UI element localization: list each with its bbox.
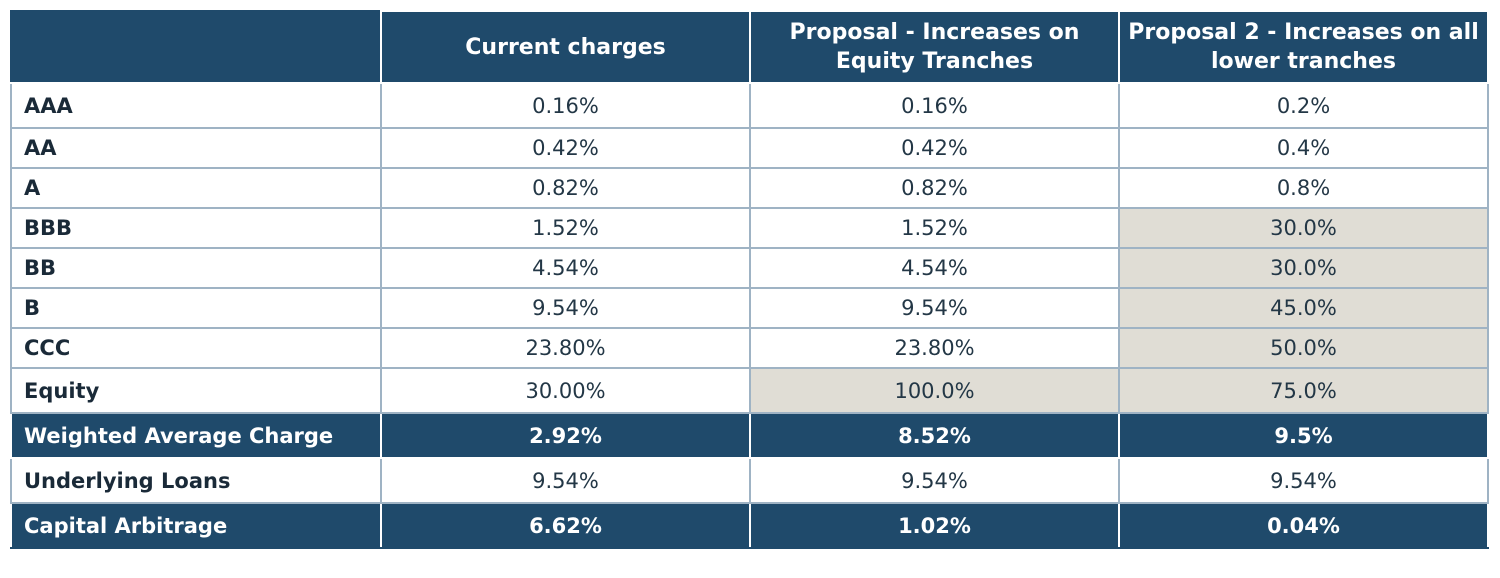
row-label: BBB <box>10 207 382 249</box>
weighted-average-current: 2.92% <box>380 412 751 459</box>
proposal1-cell: 0.82% <box>749 167 1120 209</box>
table-row: AAA 0.16% 0.16% 0.2% <box>10 82 1489 129</box>
row-label: AAA <box>10 82 382 129</box>
capital-arbitrage-label: Capital Arbitrage <box>10 502 382 549</box>
underlying-loans-label: Underlying Loans <box>10 457 382 504</box>
current-cell: 23.80% <box>380 327 751 369</box>
current-cell: 30.00% <box>380 367 751 414</box>
row-label: Equity <box>10 367 382 414</box>
underlying-loans-current: 9.54% <box>380 457 751 504</box>
current-cell: 0.16% <box>380 82 751 129</box>
row-label: BB <box>10 247 382 289</box>
underlying-loans-row: Underlying Loans 9.54% 9.54% 9.54% <box>10 457 1489 504</box>
proposal2-cell: 0.2% <box>1118 82 1489 129</box>
row-label: CCC <box>10 327 382 369</box>
header-row: Current charges Proposal - Increases on … <box>10 10 1489 84</box>
table-row: B 9.54% 9.54% 45.0% <box>10 287 1489 329</box>
capital-arbitrage-row: Capital Arbitrage 6.62% 1.02% 0.04% <box>10 502 1489 549</box>
proposal1-cell: 9.54% <box>749 287 1120 329</box>
table-row: AA 0.42% 0.42% 0.4% <box>10 127 1489 169</box>
table-row: BB 4.54% 4.54% 30.0% <box>10 247 1489 289</box>
row-label: B <box>10 287 382 329</box>
weighted-average-row: Weighted Average Charge 2.92% 8.52% 9.5% <box>10 412 1489 459</box>
proposal1-cell: 1.52% <box>749 207 1120 249</box>
capital-arbitrage-proposal2: 0.04% <box>1118 502 1489 549</box>
capital-arbitrage-current: 6.62% <box>380 502 751 549</box>
current-cell: 4.54% <box>380 247 751 289</box>
table-row: Equity 30.00% 100.0% 75.0% <box>10 367 1489 414</box>
header-blank-cell <box>10 10 382 84</box>
charges-table-container: Current charges Proposal - Increases on … <box>10 10 1489 549</box>
proposal2-cell-highlighted: 30.0% <box>1118 247 1489 289</box>
proposal1-cell: 0.42% <box>749 127 1120 169</box>
tranche-charges-table: Current charges Proposal - Increases on … <box>10 10 1489 549</box>
weighted-average-proposal2: 9.5% <box>1118 412 1489 459</box>
table-row: BBB 1.52% 1.52% 30.0% <box>10 207 1489 249</box>
proposal2-cell: 0.4% <box>1118 127 1489 169</box>
proposal2-cell: 0.8% <box>1118 167 1489 209</box>
underlying-loans-proposal1: 9.54% <box>749 457 1120 504</box>
header-proposal-2: Proposal 2 - Increases on all lower tran… <box>1118 10 1489 84</box>
proposal1-cell: 23.80% <box>749 327 1120 369</box>
row-label: A <box>10 167 382 209</box>
current-cell: 0.82% <box>380 167 751 209</box>
weighted-average-proposal1: 8.52% <box>749 412 1120 459</box>
header-proposal-1: Proposal - Increases on Equity Tranches <box>749 10 1120 84</box>
current-cell: 9.54% <box>380 287 751 329</box>
proposal1-cell: 0.16% <box>749 82 1120 129</box>
proposal2-cell-highlighted: 45.0% <box>1118 287 1489 329</box>
row-label: AA <box>10 127 382 169</box>
current-cell: 1.52% <box>380 207 751 249</box>
table-row: CCC 23.80% 23.80% 50.0% <box>10 327 1489 369</box>
proposal2-cell-highlighted: 75.0% <box>1118 367 1489 414</box>
weighted-average-label: Weighted Average Charge <box>10 412 382 459</box>
table-row: A 0.82% 0.82% 0.8% <box>10 167 1489 209</box>
proposal1-cell-highlighted: 100.0% <box>749 367 1120 414</box>
current-cell: 0.42% <box>380 127 751 169</box>
proposal1-cell: 4.54% <box>749 247 1120 289</box>
proposal2-cell-highlighted: 30.0% <box>1118 207 1489 249</box>
underlying-loans-proposal2: 9.54% <box>1118 457 1489 504</box>
header-current-charges: Current charges <box>380 10 751 84</box>
capital-arbitrage-proposal1: 1.02% <box>749 502 1120 549</box>
proposal2-cell-highlighted: 50.0% <box>1118 327 1489 369</box>
